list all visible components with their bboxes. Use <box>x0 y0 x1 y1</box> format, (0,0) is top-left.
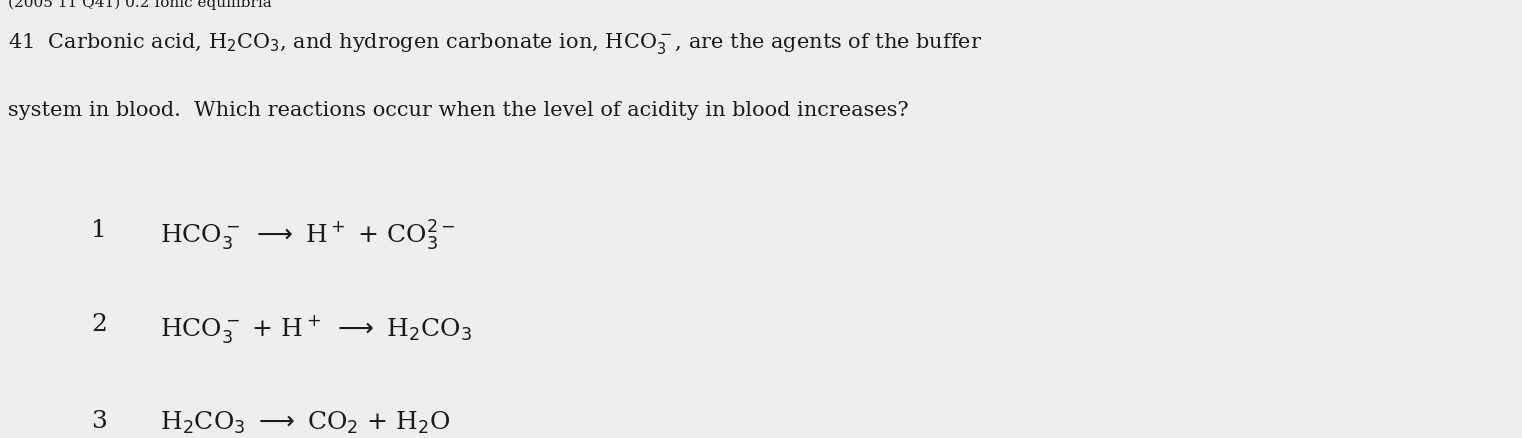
Text: 1: 1 <box>91 219 107 242</box>
Text: 41  Carbonic acid, H$_2$CO$_3$, and hydrogen carbonate ion, HCO$_3^-$, are the a: 41 Carbonic acid, H$_2$CO$_3$, and hydro… <box>8 31 982 56</box>
Text: (2005 11 Q41) 0.2 Ionic equilibria: (2005 11 Q41) 0.2 Ionic equilibria <box>8 0 271 10</box>
Text: HCO$_3^-$ + H$^+$ $\longrightarrow$ H$_2$CO$_3$: HCO$_3^-$ + H$^+$ $\longrightarrow$ H$_2… <box>160 313 472 345</box>
Text: system in blood.  Which reactions occur when the level of acidity in blood incre: system in blood. Which reactions occur w… <box>8 101 909 120</box>
Text: HCO$_3^-$ $\longrightarrow$ H$^+$ + CO$_3^{2-}$: HCO$_3^-$ $\longrightarrow$ H$^+$ + CO$_… <box>160 219 455 253</box>
Text: H$_2$CO$_3$ $\longrightarrow$ CO$_2$ + H$_2$O: H$_2$CO$_3$ $\longrightarrow$ CO$_2$ + H… <box>160 410 451 436</box>
Text: 3: 3 <box>91 410 107 433</box>
Text: 2: 2 <box>91 313 107 336</box>
